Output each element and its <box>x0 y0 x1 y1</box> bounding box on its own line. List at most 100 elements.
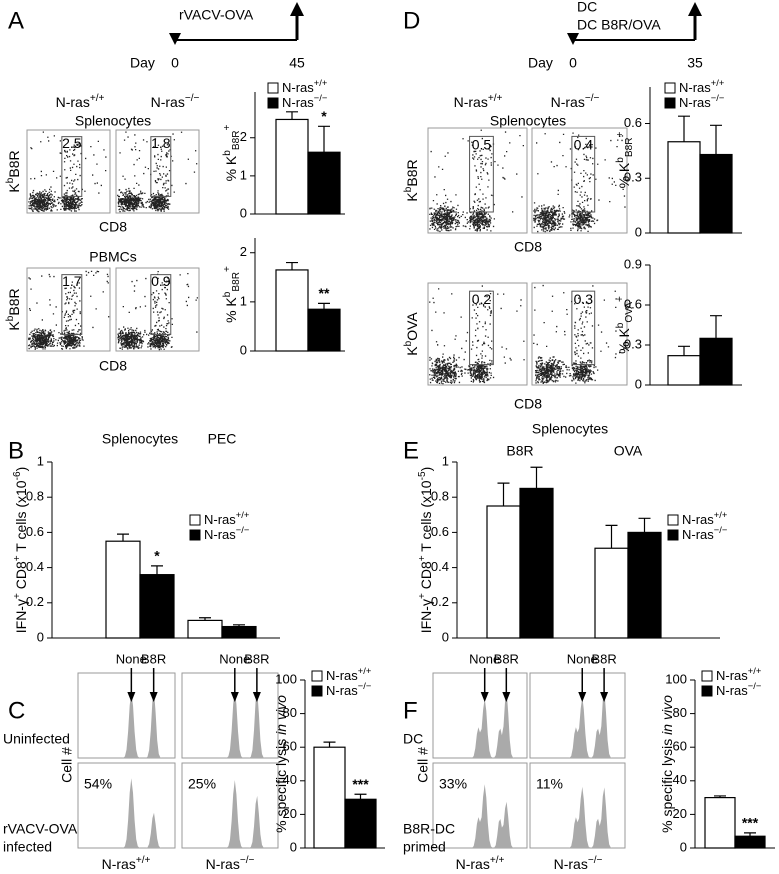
gate-value: 0.5 <box>472 137 492 153</box>
label-part: + <box>222 266 233 272</box>
gate <box>150 274 172 335</box>
gate <box>61 274 83 335</box>
error-bar <box>530 466 543 489</box>
bar <box>307 151 341 215</box>
label-part: % K <box>616 162 632 188</box>
error-bar <box>117 533 129 542</box>
label-part: + <box>615 296 626 302</box>
y-tick-label: 60 <box>283 739 297 754</box>
bar <box>139 574 175 639</box>
legend-swatch <box>189 529 201 541</box>
row-label: primed <box>403 839 446 855</box>
treatment: rVACV-OVA <box>179 7 254 23</box>
genotype-base: N-ras <box>56 94 90 110</box>
y-axis-label: KbOVA <box>403 312 420 356</box>
label-part: in vivo <box>273 695 289 735</box>
genotype-base: N-ras <box>282 80 314 95</box>
label-part: + <box>12 593 23 599</box>
y-axis-label: % KbB8R+ <box>222 124 242 181</box>
event-dots <box>533 284 625 384</box>
day-start: 0 <box>569 55 577 71</box>
genotype-base: N-ras <box>326 668 358 683</box>
label-part: IFN-γ <box>13 599 29 633</box>
legend-label: N-ras+/+ <box>682 510 727 527</box>
legend-swatch <box>667 514 679 526</box>
label-part: OVA <box>624 302 635 323</box>
arrowhead <box>578 692 587 702</box>
histogram <box>530 690 625 758</box>
genotype-base: N-ras <box>682 512 714 527</box>
y-tick-label: 1 <box>37 453 44 468</box>
arrowhead <box>480 692 489 702</box>
label-part: b <box>403 340 414 346</box>
y-tick-label: 0 <box>37 629 44 644</box>
error-bar <box>638 517 651 533</box>
label-part: b <box>615 322 626 328</box>
label-part: % specific lysis <box>659 735 675 833</box>
treatment: DC <box>577 0 597 15</box>
legend-swatch <box>311 685 323 697</box>
genotype-sup: +/+ <box>714 510 728 520</box>
y-tick-label: 2 <box>240 244 247 259</box>
arrow-label: B8R <box>591 651 616 666</box>
genotype-label: N-ras−/− <box>206 855 255 872</box>
gate-value: 1.7 <box>62 273 82 289</box>
gate <box>469 290 494 366</box>
row-label: B8R-DC <box>403 821 455 837</box>
y-tick-label: 0 <box>290 839 297 854</box>
legend-swatch <box>664 97 676 109</box>
genotype-base: N-ras <box>551 94 585 110</box>
y-tick-label: 0.2 <box>431 594 449 609</box>
genotype-base: N-ras <box>206 856 240 872</box>
y-tick-label: 0.9 <box>624 256 642 271</box>
y-tick-label: 0.4 <box>26 559 44 574</box>
histogram <box>530 786 625 848</box>
error-bar <box>286 261 298 270</box>
legend-label: N-ras−/− <box>326 681 371 698</box>
legend-swatch <box>189 514 201 526</box>
timeline-start <box>567 33 579 45</box>
y-tick-label: 0 <box>240 205 247 220</box>
error-bar <box>323 741 336 748</box>
genotype-sup: +/+ <box>236 510 250 520</box>
genotype-sup: −/− <box>711 93 725 103</box>
bar <box>105 540 141 639</box>
row-label: infected <box>3 839 52 855</box>
genotype-base: N-ras <box>204 527 236 542</box>
percentage: 11% <box>536 776 563 792</box>
genotype-label: N-ras−/− <box>551 93 600 110</box>
histogram-frame <box>77 672 176 759</box>
genotype-label: N-ras+/+ <box>102 855 151 872</box>
arrow-label: None <box>116 651 147 666</box>
bar <box>307 308 341 352</box>
legend-swatch <box>701 685 713 697</box>
significance: *** <box>352 776 369 792</box>
y-tick-label: 0.6 <box>431 524 449 539</box>
y-tick-label: 1 <box>240 293 247 308</box>
label-part: + <box>615 131 626 137</box>
gate-value: 1.8 <box>151 135 171 151</box>
label-part: B8R <box>6 288 22 315</box>
row-title: Splenocytes <box>75 113 151 129</box>
y-axis-label: % KbOVA+ <box>615 296 635 354</box>
arrow-label: B8R <box>141 651 166 666</box>
histogram <box>433 690 527 758</box>
bar <box>699 153 733 234</box>
event-dots <box>117 131 198 213</box>
label-part: K <box>404 346 420 356</box>
significance: * <box>154 548 160 564</box>
gate <box>150 136 172 197</box>
bar <box>221 625 257 639</box>
histogram <box>182 690 278 758</box>
category-label: PEC <box>208 431 237 447</box>
genotype-base: N-ras <box>716 668 748 683</box>
error-bar <box>714 795 726 798</box>
significance: * <box>321 108 327 124</box>
y-axis-label: % KbB8R+ <box>615 131 635 188</box>
genotype-sup: −/− <box>714 525 728 535</box>
histogram-frame <box>181 762 279 849</box>
gate-value: 2.5 <box>62 135 82 151</box>
label-part: % specific lysis <box>273 735 289 833</box>
genotype-base: N-ras <box>151 94 185 110</box>
y-tick-label: 0.4 <box>431 559 449 574</box>
